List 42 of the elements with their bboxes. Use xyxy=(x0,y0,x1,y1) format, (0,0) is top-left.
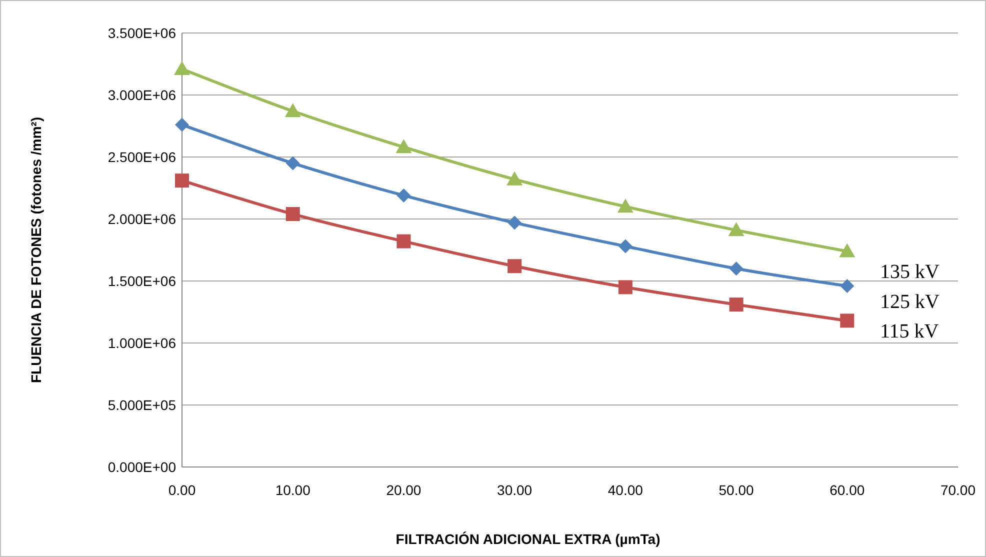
x-tick-label: 10.00 xyxy=(275,482,311,498)
x-tick-label: 70.00 xyxy=(940,482,976,498)
point xyxy=(284,103,301,118)
y-tick-label: 2.500E+06 xyxy=(108,148,176,165)
point xyxy=(728,222,744,236)
x-tick-label: 0.00 xyxy=(168,482,196,498)
point xyxy=(174,60,190,75)
series-label: 135 kV xyxy=(880,261,940,284)
point xyxy=(840,314,854,328)
x-tick-label: 20.00 xyxy=(386,482,422,498)
point xyxy=(618,280,632,294)
x-tick-label: 30.00 xyxy=(497,482,532,498)
x-axis-title: FILTRACIÓN ADICIONAL EXTRA (µmTa) xyxy=(396,531,660,547)
point xyxy=(508,259,522,274)
point xyxy=(286,156,300,170)
y-tick-label: 0.000E+00 xyxy=(108,458,176,475)
y-tick-label: 1.500E+06 xyxy=(108,272,176,289)
point xyxy=(506,171,523,186)
series-label: 125 kV xyxy=(880,290,940,313)
point xyxy=(617,198,634,213)
point xyxy=(729,262,744,276)
point xyxy=(508,216,522,230)
y-tick-label: 3.500E+06 xyxy=(108,24,176,41)
point xyxy=(175,118,189,132)
x-tick-label: 50.00 xyxy=(718,482,754,498)
x-tick-label: 40.00 xyxy=(608,482,644,498)
point xyxy=(396,234,411,248)
point xyxy=(840,278,854,293)
point xyxy=(618,239,632,254)
point xyxy=(396,139,412,154)
y-tick-label: 1.000E+06 xyxy=(108,334,176,351)
y-tick-label: 2.000E+06 xyxy=(108,210,176,227)
y-axis-title: FLUENCIA DE FOTONES (fotones /mm²) xyxy=(28,117,44,383)
x-tick-label: 60.00 xyxy=(830,482,865,498)
series-label: 115 kV xyxy=(880,320,940,343)
y-tick-label: 5.000E+05 xyxy=(108,396,176,413)
point xyxy=(839,243,856,258)
point xyxy=(729,298,744,312)
point xyxy=(175,174,189,188)
point xyxy=(396,188,411,202)
y-tick-label: 3.000E+06 xyxy=(108,86,176,103)
point xyxy=(286,207,300,222)
